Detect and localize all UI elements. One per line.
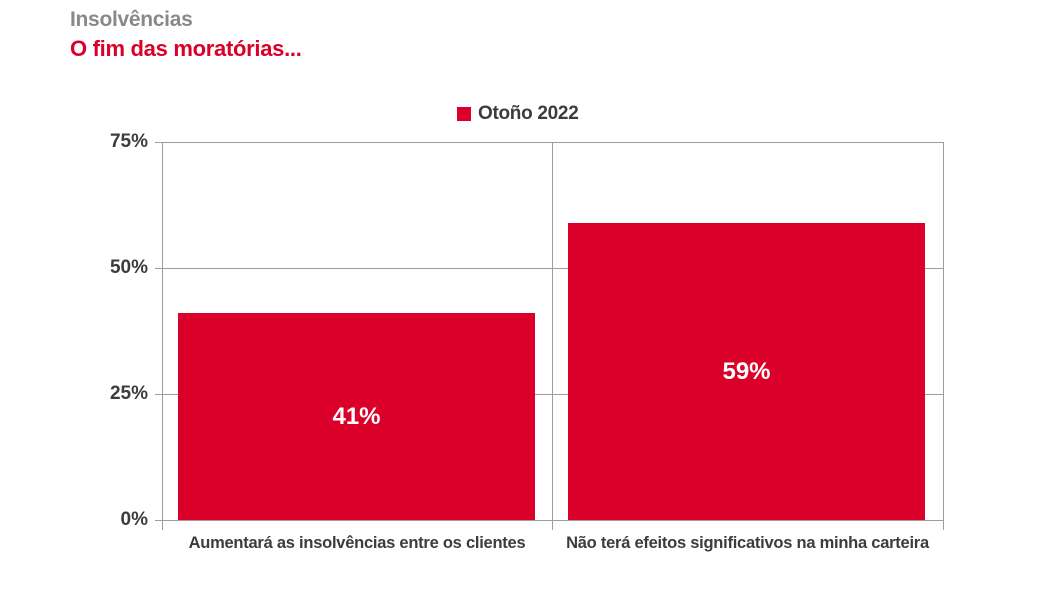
bar-value-label: 41% [332, 402, 381, 430]
y-tick-50: 50% [109, 257, 148, 278]
y-tick-25: 25% [109, 383, 148, 404]
y-axis-line [162, 142, 163, 530]
legend-swatch-icon [457, 107, 471, 121]
bar-nao-tera-efeitos: 59% [568, 223, 925, 520]
y-tick-75: 75% [109, 131, 148, 152]
bar-aumentara-insolvencias: 41% [178, 313, 535, 520]
bar-value-label: 59% [722, 357, 771, 385]
category-divider-line [552, 142, 553, 530]
chart-title: Insolvências [70, 8, 193, 31]
legend: Otoño 2022 [457, 103, 579, 125]
x-axis-line [155, 520, 943, 521]
plot-right-border [943, 142, 944, 530]
chart-subtitle: O fim das moratórias... [70, 36, 302, 61]
x-category-label: Não terá efeitos significativos na minha… [566, 534, 929, 552]
y-tick-0: 0% [120, 509, 148, 530]
gridline-25 [155, 394, 943, 395]
x-category-label: Aumentará as insolvências entre os clien… [188, 534, 526, 552]
legend-label: Otoño 2022 [478, 103, 579, 124]
gridline-75 [155, 142, 943, 143]
gridline-50 [155, 268, 943, 269]
